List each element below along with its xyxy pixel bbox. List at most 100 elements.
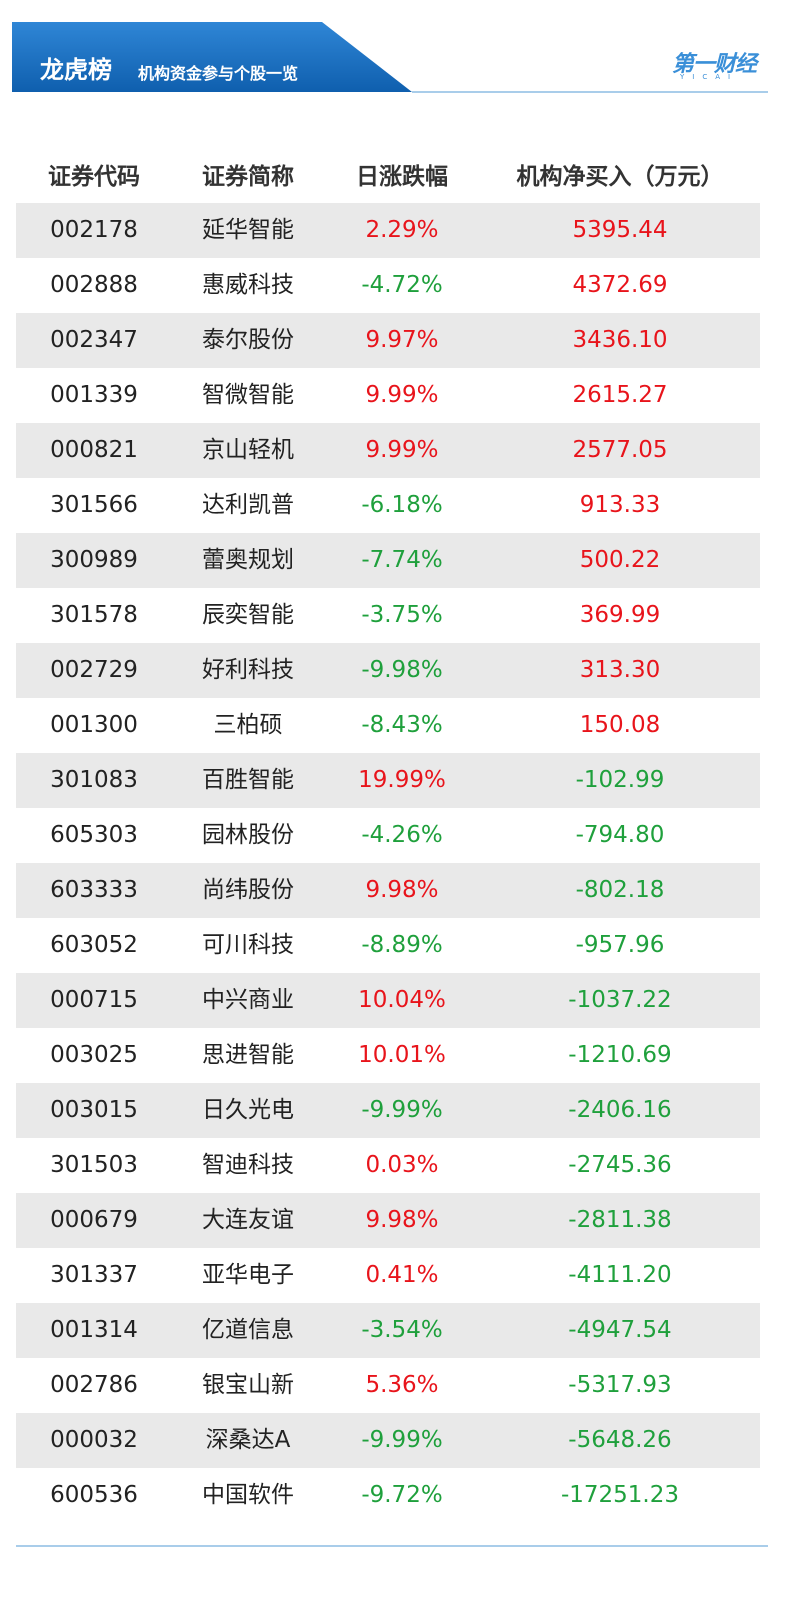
net-buy-cell: -2745.36	[568, 1152, 672, 1178]
table-row: 003015 日久光电 -9.99% -2406.16	[16, 1083, 760, 1138]
code-cell: 002178	[50, 217, 138, 243]
table-row: 600536 中国软件 -9.72% -17251.23	[16, 1468, 760, 1523]
change-cell: -7.74%	[361, 547, 443, 573]
table-row: 002786 银宝山新 5.36% -5317.93	[16, 1358, 760, 1413]
table-row: 301503 智迪科技 0.03% -2745.36	[16, 1138, 760, 1193]
subtitle: 机构资金参与个股一览	[138, 64, 299, 83]
name-cell: 三柏硕	[213, 712, 283, 738]
name-cell: 中兴商业	[202, 987, 294, 1013]
change-cell: 9.97%	[365, 327, 439, 353]
change-cell: 2.29%	[365, 217, 439, 243]
net-buy-cell: -102.99	[575, 767, 665, 793]
net-buy-cell: 369.99	[579, 602, 661, 628]
table-row: 000715 中兴商业 10.04% -1037.22	[16, 973, 760, 1028]
name-cell: 尚纬股份	[202, 877, 294, 903]
name-cell: 银宝山新	[202, 1372, 294, 1398]
net-buy-cell: -2811.38	[568, 1207, 672, 1233]
table-row: 000821 京山轻机 9.99% 2577.05	[16, 423, 760, 478]
code-cell: 003015	[50, 1097, 138, 1123]
name-cell: 亿道信息	[202, 1317, 294, 1343]
code-cell: 003025	[50, 1042, 138, 1068]
logo-sub: YICAI	[680, 73, 739, 81]
code-cell: 603333	[50, 877, 138, 903]
change-cell: -4.72%	[361, 272, 443, 298]
code-cell: 301566	[50, 492, 138, 518]
change-cell: 0.03%	[365, 1152, 439, 1178]
change-cell: -4.26%	[361, 822, 443, 848]
change-cell: 9.99%	[365, 382, 439, 408]
code-cell: 000679	[50, 1207, 138, 1233]
code-cell: 000715	[50, 987, 138, 1013]
name-cell: 大连友谊	[202, 1207, 294, 1233]
table-row: 605303 园林股份 -4.26% -794.80	[16, 808, 760, 863]
net-buy-cell: 913.33	[579, 492, 661, 518]
name-cell: 延华智能	[202, 217, 294, 243]
change-cell: -6.18%	[361, 492, 443, 518]
column-header: 机构净买入（万元）	[516, 164, 724, 190]
code-cell: 001300	[50, 712, 138, 738]
logo: 第一财经	[672, 52, 757, 77]
column-header: 日涨跌幅	[356, 164, 448, 190]
name-cell: 百胜智能	[202, 767, 294, 793]
net-buy-cell: 3436.10	[572, 327, 668, 353]
net-buy-cell: -794.80	[575, 822, 665, 848]
name-cell: 思进智能	[202, 1042, 294, 1068]
change-cell: -9.99%	[361, 1427, 443, 1453]
column-header: 证券简称	[202, 164, 294, 190]
change-cell: -3.75%	[361, 602, 443, 628]
code-cell: 301337	[50, 1262, 138, 1288]
name-cell: 辰奕智能	[202, 602, 294, 628]
code-cell: 301083	[50, 767, 138, 793]
table-row: 301083 百胜智能 19.99% -102.99	[16, 753, 760, 808]
banner-shape	[12, 22, 412, 92]
table-row: 002888 惠威科技 -4.72% 4372.69	[16, 258, 760, 313]
code-cell: 002786	[50, 1372, 138, 1398]
table-row: 002178 延华智能 2.29% 5395.44	[16, 203, 760, 258]
name-cell: 日久光电	[202, 1097, 294, 1123]
table-row: 003025 思进智能 10.01% -1210.69	[16, 1028, 760, 1083]
name-cell: 园林股份	[202, 822, 294, 848]
table-row: 000679 大连友谊 9.98% -2811.38	[16, 1193, 760, 1248]
change-cell: -3.54%	[361, 1317, 443, 1343]
name-cell: 深桑达A	[205, 1427, 291, 1453]
code-cell: 605303	[50, 822, 138, 848]
code-cell: 301503	[50, 1152, 138, 1178]
net-buy-cell: 150.08	[579, 712, 661, 738]
table-row: 301566 达利凯普 -6.18% 913.33	[16, 478, 760, 533]
table-row: 002729 好利科技 -9.98% 313.30	[16, 643, 760, 698]
code-cell: 603052	[50, 932, 138, 958]
change-cell: -8.89%	[361, 932, 443, 958]
name-cell: 好利科技	[202, 657, 294, 683]
name-cell: 京山轻机	[202, 437, 294, 463]
code-cell: 002347	[50, 327, 138, 353]
net-buy-cell: -1037.22	[568, 987, 672, 1013]
net-buy-cell: -4111.20	[568, 1262, 672, 1288]
table-row: 001339 智微智能 9.99% 2615.27	[16, 368, 760, 423]
name-cell: 蕾奥规划	[202, 547, 294, 573]
change-cell: 19.99%	[358, 767, 446, 793]
banner	[12, 22, 768, 93]
net-buy-cell: 5395.44	[572, 217, 668, 243]
code-cell: 002729	[50, 657, 138, 683]
name-cell: 可川科技	[202, 932, 294, 958]
net-buy-cell: 4372.69	[572, 272, 668, 298]
net-buy-cell: -4947.54	[568, 1317, 672, 1343]
code-cell: 000821	[50, 437, 138, 463]
name-cell: 泰尔股份	[202, 327, 294, 353]
code-cell: 600536	[50, 1482, 138, 1508]
column-header: 证券代码	[48, 164, 140, 190]
name-cell: 达利凯普	[202, 492, 294, 518]
net-buy-cell: -802.18	[575, 877, 665, 903]
name-cell: 智微智能	[202, 382, 294, 408]
net-buy-cell: 313.30	[579, 657, 661, 683]
change-cell: 10.01%	[358, 1042, 446, 1068]
change-cell: -8.43%	[361, 712, 443, 738]
table-row: 002347 泰尔股份 9.97% 3436.10	[16, 313, 760, 368]
net-buy-cell: -17251.23	[560, 1482, 680, 1508]
net-buy-cell: 2615.27	[572, 382, 668, 408]
code-cell: 000032	[50, 1427, 138, 1453]
change-cell: 0.41%	[365, 1262, 439, 1288]
table-row: 301578 辰奕智能 -3.75% 369.99	[16, 588, 760, 643]
net-buy-cell: -5317.93	[568, 1372, 672, 1398]
